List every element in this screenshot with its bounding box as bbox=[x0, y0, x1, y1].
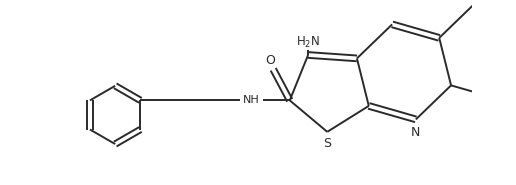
Text: S: S bbox=[323, 137, 331, 150]
Text: N: N bbox=[411, 126, 421, 139]
Text: NH: NH bbox=[243, 95, 259, 105]
Text: H$_2$N: H$_2$N bbox=[296, 34, 320, 50]
Text: O: O bbox=[265, 53, 275, 67]
